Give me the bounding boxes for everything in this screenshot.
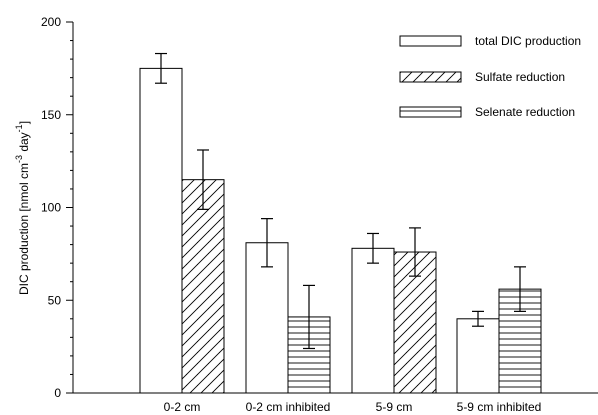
y-tick-label-3: 150 [41, 108, 61, 122]
x-tick-label-1: 0-2 cm inhibited [246, 400, 331, 414]
x-tick-label-3: 5-9 cm inhibited [457, 400, 542, 414]
x-labels: 0-2 cm 0-2 cm inhibited 5-9 cm 5-9 cm inhib… [164, 400, 542, 414]
y-tick-label-1: 50 [48, 293, 62, 307]
y-axis-label-end: ] [17, 121, 31, 124]
bar-2-0 [351, 247, 395, 394]
y-axis-label-mid: day [17, 132, 31, 155]
legend-label-1: Sulfate reduction [475, 70, 565, 84]
y-axis-label-sup1: -3 [14, 155, 24, 163]
y-tick-label-4: 200 [41, 15, 61, 29]
y-axis-label-main: DIC production [nmol cm [17, 163, 31, 295]
y-tick-label-0: 0 [54, 386, 61, 400]
plot-area [139, 52, 542, 394]
bar-3-0 [456, 318, 500, 394]
x-tick-label-0: 0-2 cm [164, 400, 201, 414]
legend-swatch-2 [399, 106, 462, 118]
y-axis-label-sup2: -1 [14, 124, 24, 132]
legend-swatch-1 [399, 71, 462, 83]
bar-0-0 [139, 67, 183, 394]
legend: total DIC production Sulfate reduction Sel… [399, 34, 581, 119]
legend-label-2: Selenate reduction [475, 105, 575, 119]
bar-0-1 [181, 179, 225, 394]
legend-swatch-0 [399, 35, 462, 47]
y-ticks: 0 50 100 150 200 [41, 15, 73, 400]
y-axis-label: DIC production [nmol cm-3 day-1] [14, 121, 31, 295]
legend-label-0: total DIC production [475, 34, 581, 48]
y-tick-label-2: 100 [41, 201, 61, 215]
x-tick-label-2: 5-9 cm [376, 400, 413, 414]
